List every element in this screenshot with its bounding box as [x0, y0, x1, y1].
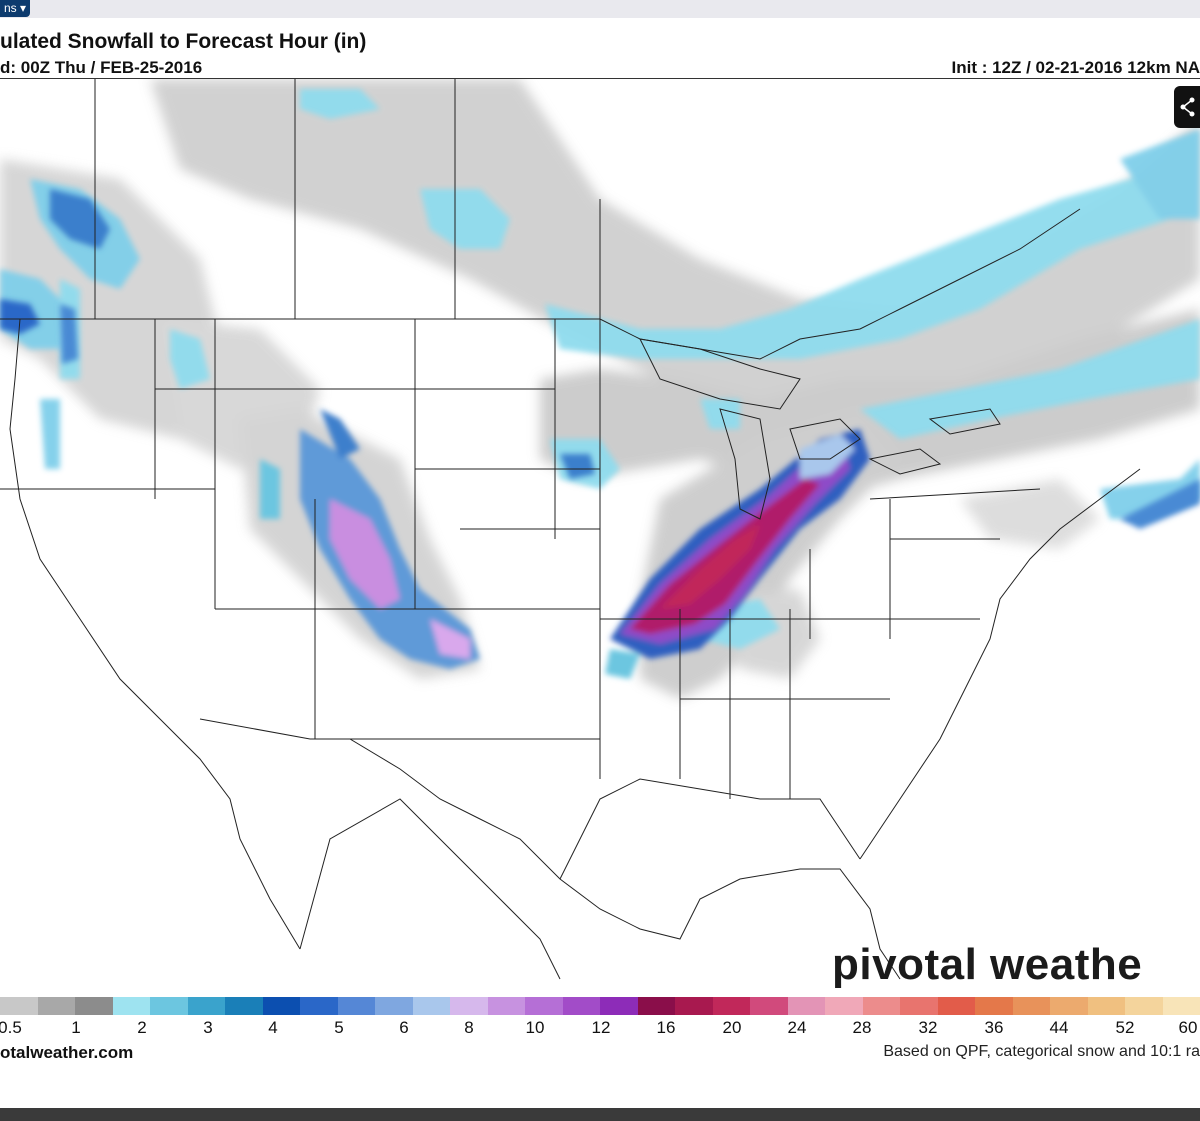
legend-tick-label: 36: [984, 1018, 1004, 1037]
legend-tick-label: 10: [525, 1018, 545, 1037]
legend-tick-label: 0.5: [0, 1018, 22, 1037]
legend-tick-label: 3: [203, 1018, 213, 1037]
legend-swatch: [675, 997, 713, 1015]
legend-tick-label: 5: [334, 1018, 344, 1037]
boundary-lines: [0, 79, 1141, 980]
legend-tick-label: 20: [722, 1018, 742, 1037]
legend-swatch: [637, 997, 675, 1015]
map-canvas: [0, 79, 1200, 980]
share-icon: [1180, 97, 1195, 117]
legend-tick-label: 1: [71, 1018, 81, 1037]
legend-swatch: [187, 997, 225, 1015]
bottom-bar: [0, 1108, 1200, 1121]
northeast-band: [560, 454, 1200, 529]
legend-swatch: [975, 997, 1013, 1015]
legend-tick-label: 24: [787, 1018, 807, 1037]
legend-swatch: [262, 997, 300, 1015]
legend-swatch: [225, 997, 263, 1015]
site-url: otalweather.com: [0, 1043, 134, 1062]
legend-tick-label: 8: [464, 1018, 474, 1037]
legend-swatch: [300, 997, 338, 1015]
legend-tick-label: 12: [591, 1018, 611, 1037]
legend-swatch: [1162, 997, 1200, 1015]
init-time: Init : 12Z / 02-21-2016 12km NA: [951, 58, 1200, 77]
legend-tick-label: 60: [1178, 1018, 1198, 1037]
legend-swatch: [787, 997, 825, 1015]
valid-time: d: 00Z Thu / FEB-25-2016: [0, 58, 203, 77]
legend-tick-label: 16: [656, 1018, 676, 1037]
legend-swatch: [825, 997, 863, 1015]
legend-swatch: [900, 997, 938, 1015]
legend-swatch: [712, 997, 750, 1015]
legend-swatch: [112, 997, 150, 1015]
legend-swatch: [487, 997, 525, 1015]
legend-swatch: [1087, 997, 1125, 1015]
legend-swatch: [600, 997, 638, 1015]
legend-swatch: [337, 997, 375, 1015]
legend-swatch: [525, 997, 563, 1015]
legend-swatch: [750, 997, 788, 1015]
legend-tick-label: 32: [918, 1018, 938, 1037]
options-dropdown-button[interactable]: ns ▾: [0, 0, 31, 17]
legend-tick-label: 4: [268, 1018, 278, 1037]
legend-swatch: [1125, 997, 1163, 1015]
legend-tick-label: 28: [852, 1018, 872, 1037]
legend-swatch: [375, 997, 413, 1015]
basis-note: Based on QPF, categorical snow and 10:1 …: [883, 1043, 1200, 1060]
pivotal-weather-logo: pivotal weathe: [832, 940, 1143, 989]
legend-colorbar: [0, 997, 1200, 1015]
legend-tick-label: 6: [399, 1018, 409, 1037]
legend-swatch: [150, 997, 188, 1015]
legend-swatch: [1012, 997, 1050, 1015]
heavy-snow-band: [605, 429, 870, 679]
map-title: ulated Snowfall to Forecast Hour (in): [0, 30, 367, 53]
legend-swatch: [75, 997, 113, 1015]
legend-swatch: [562, 997, 600, 1015]
legend-swatch: [412, 997, 450, 1015]
legend-swatch: [937, 997, 975, 1015]
top-toolbar: ns ▾: [0, 0, 1200, 18]
legend-swatch: [0, 997, 38, 1015]
legend-ticks: 0.5 1 2 3 4 5 6 8 10 12 16 20 24 28 32 36 44 52 60: [0, 1018, 1200, 1038]
legend-tick-label: 44: [1049, 1018, 1069, 1037]
snowfall-map[interactable]: [0, 78, 1200, 997]
share-button[interactable]: [1174, 86, 1200, 128]
legend-swatch: [450, 997, 488, 1015]
legend-swatch: [862, 997, 900, 1015]
legend-tick-label: 52: [1115, 1018, 1135, 1037]
legend-swatch: [37, 997, 75, 1015]
legend-swatch: [1050, 997, 1088, 1015]
legend-tick-label: 2: [137, 1018, 147, 1037]
